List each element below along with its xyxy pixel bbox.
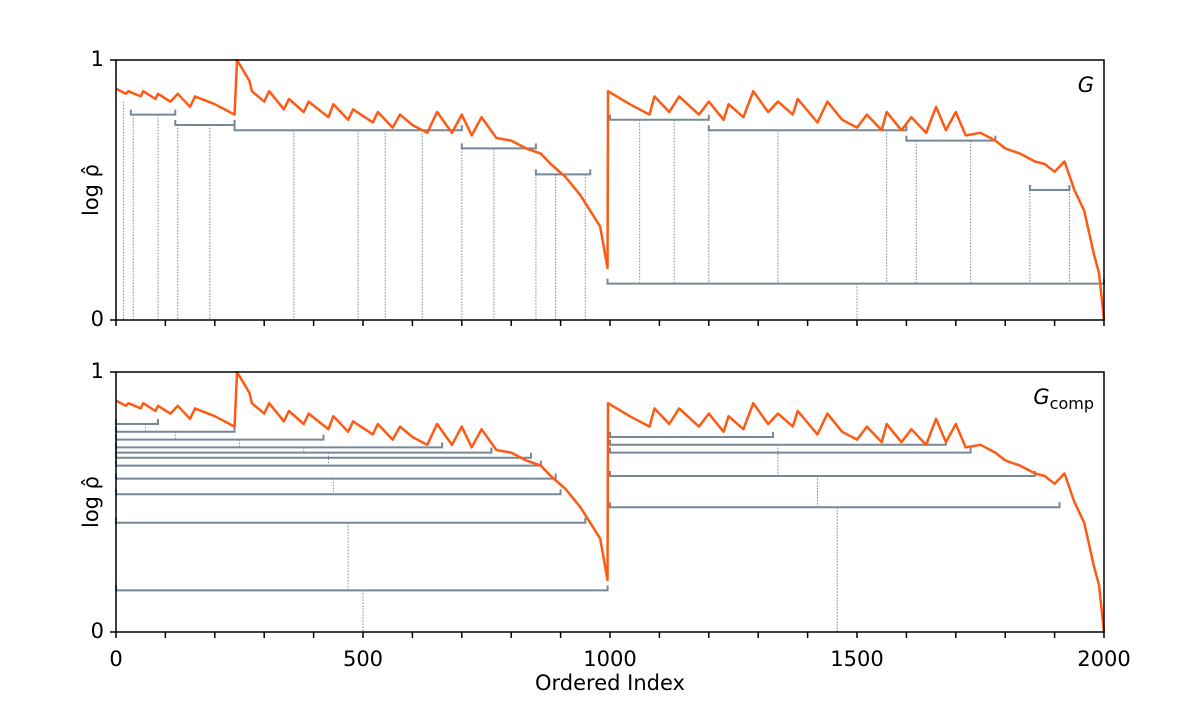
branch: [115, 426, 236, 433]
branch: [609, 447, 972, 454]
branch: [905, 135, 997, 142]
branch: [115, 442, 444, 449]
panel-label: G: [1078, 73, 1094, 97]
branch: [609, 471, 1036, 477]
panel-label: Gcomp: [1033, 385, 1094, 413]
panel: 0 1 0 500 1000 1500 2000 log ρ̂ Ordered Index Gco…: [79, 359, 1131, 695]
y-axis-label: log ρ̂: [79, 164, 103, 216]
x-tick-label: 0: [109, 647, 122, 671]
branch: [609, 114, 710, 121]
y-tick-label: 1: [91, 359, 104, 383]
branch: [115, 473, 557, 480]
branch: [115, 585, 609, 592]
x-tick-label: 1000: [583, 647, 636, 671]
x-tick-label: 2000: [1077, 647, 1130, 671]
y-axis-label: log ρ̂: [79, 476, 103, 528]
branch: [707, 125, 908, 132]
y-tick-label: 0: [91, 307, 104, 331]
panel-label-sub: comp: [1050, 394, 1094, 413]
branch: [115, 489, 562, 496]
panel: 0 1 log ρ̂ G: [79, 47, 1106, 331]
branch: [115, 434, 325, 441]
branch: [115, 517, 587, 524]
branch: [609, 502, 1061, 509]
y-tick-label: 1: [91, 47, 104, 71]
branch: [115, 419, 159, 425]
y-tick-label: 0: [91, 619, 104, 643]
x-axis-label: Ordered Index: [535, 671, 685, 695]
x-tick-label: 1500: [830, 647, 883, 671]
branch: [233, 125, 463, 132]
panel-label-main: G: [1078, 73, 1094, 97]
branch: [174, 120, 236, 126]
x-tick-label: 500: [343, 647, 383, 671]
panel-label-main: G: [1033, 385, 1049, 409]
density-line: [115, 58, 1106, 321]
density-line: [115, 370, 1106, 633]
branch: [609, 439, 947, 446]
branch: [1028, 185, 1071, 191]
branch: [129, 109, 177, 116]
branch: [460, 143, 537, 150]
branch: [609, 432, 775, 438]
